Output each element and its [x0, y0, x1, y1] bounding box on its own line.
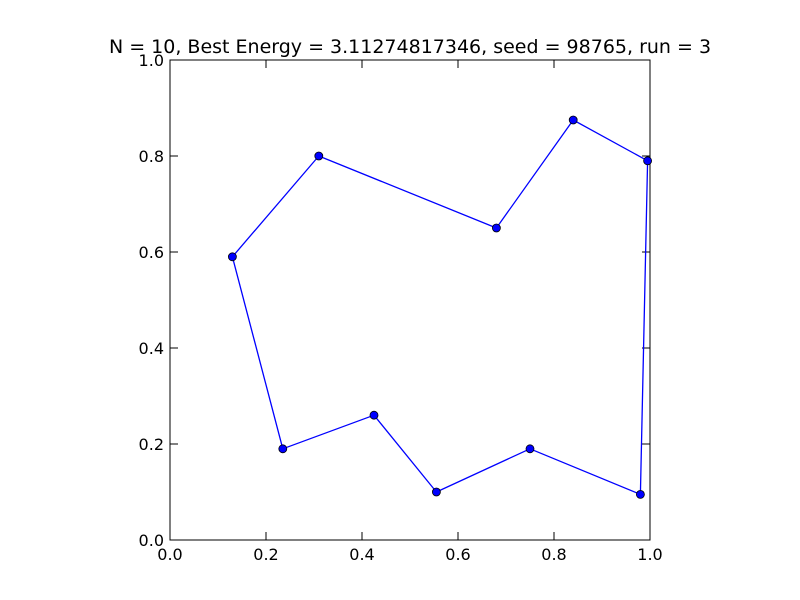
city-point-4 [568, 115, 578, 125]
y-tick-label: 0.8 [139, 147, 164, 166]
series-layer [227, 115, 652, 499]
city-point-3 [491, 223, 501, 233]
city-point-1 [227, 252, 237, 262]
city-point-7 [525, 444, 535, 454]
city-point-6 [636, 489, 645, 499]
y-tick-label: 0.4 [139, 339, 164, 358]
city-point-10 [278, 444, 288, 454]
city-point-5 [643, 156, 652, 166]
x-tick-label: 1.0 [637, 545, 662, 564]
city-point-2 [314, 151, 324, 161]
x-tick-label: 0.0 [157, 545, 182, 564]
x-tick-label: 0.4 [349, 545, 374, 564]
x-tick-label: 0.6 [445, 545, 470, 564]
x-tick-label: 0.2 [253, 545, 278, 564]
chart-title: N = 10, Best Energy = 3.11274817346, see… [109, 36, 711, 58]
axes: 0.0 0.2 0.4 0.6 0.8 1.0 0.0 0.2 0.4 0.6 0.8 1.0 [139, 51, 663, 564]
y-tick-label: 0.0 [139, 531, 164, 550]
city-point-8 [431, 487, 441, 497]
city-point-9 [369, 410, 379, 420]
x-tick-label: 0.8 [541, 545, 566, 564]
y-tick-label: 1.0 [139, 51, 164, 70]
y-tick-label: 0.6 [139, 243, 164, 262]
y-tick-label: 0.2 [139, 435, 164, 454]
